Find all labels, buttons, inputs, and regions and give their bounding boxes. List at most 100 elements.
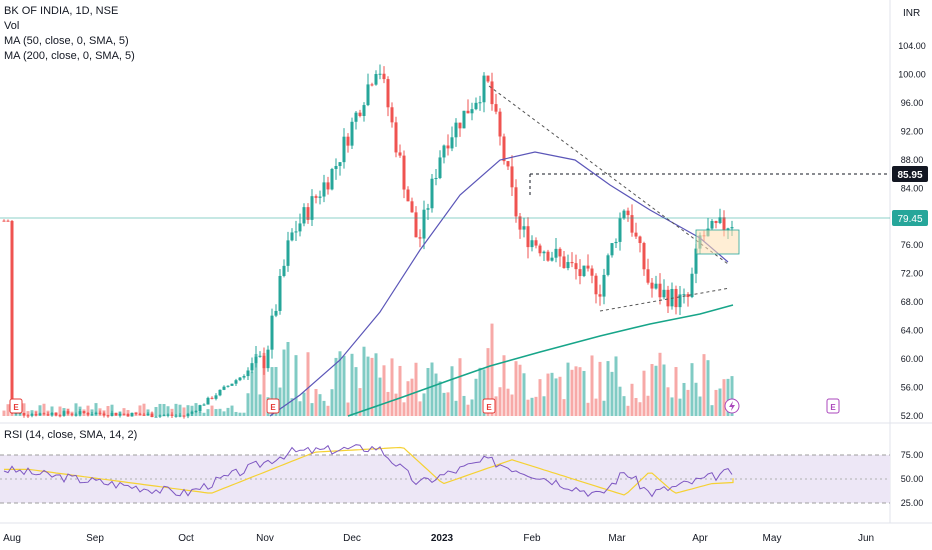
volume-bar (726, 378, 730, 416)
volume-bar (166, 406, 170, 416)
volume-bar (214, 409, 218, 416)
last-price-label: 79.45 (897, 214, 922, 225)
volume-bar (258, 394, 262, 416)
volume-bar (222, 411, 226, 416)
volume-bar (138, 405, 142, 416)
volume-bar (514, 361, 518, 416)
candle-body (78, 411, 82, 415)
volume-bar (646, 395, 650, 416)
volume-bar (154, 406, 158, 416)
volume-bar (290, 398, 294, 416)
volume-bar (26, 411, 30, 416)
consolidation-box[interactable] (695, 229, 740, 255)
resistance-price-label-bg (892, 166, 928, 182)
candle-body (686, 294, 690, 298)
candle-body (102, 413, 106, 416)
candle-body (594, 275, 598, 295)
volume-bar (302, 392, 306, 416)
volume-bar (186, 405, 190, 416)
candle-body (286, 240, 290, 266)
volume-bar (418, 401, 422, 416)
candle-body (182, 415, 186, 417)
volume-bar (370, 357, 374, 416)
volume-bar (218, 408, 222, 416)
volume-bar (242, 412, 246, 416)
candle-body (54, 413, 58, 416)
candle-body (382, 73, 386, 80)
candle-body (494, 104, 498, 112)
volume-bar (598, 361, 602, 416)
candle-body (398, 152, 402, 156)
time-tick-label: Jun (858, 533, 874, 544)
candle-body (670, 288, 674, 307)
volume-bar (614, 356, 618, 416)
candle-body (562, 256, 566, 269)
candle-body (38, 413, 42, 416)
ma200-line (347, 304, 734, 417)
volume-bar (538, 379, 542, 416)
candle-body (314, 196, 318, 198)
candle-body (70, 413, 74, 415)
candle-body (6, 220, 10, 222)
volume-bar (618, 386, 622, 416)
candle-body (590, 268, 594, 276)
volume-bars (2, 323, 734, 416)
candle-body (542, 251, 546, 254)
volume-bar (522, 373, 526, 416)
rsi-tick-label: 25.00 (901, 498, 924, 508)
candle-body (30, 414, 34, 416)
candle-body (126, 414, 130, 417)
earnings-marker (826, 398, 840, 414)
volume-bar (530, 397, 534, 416)
ma200-legend[interactable]: MA (200, close, 0, SMA, 5) (4, 50, 135, 62)
candle-body (186, 413, 190, 417)
volume-legend[interactable]: Vol (4, 20, 20, 32)
currency-label: INR (903, 8, 921, 19)
volume-bar (270, 367, 274, 416)
rsi-legend[interactable]: RSI (14, close, SMA, 14, 2) (4, 429, 138, 441)
volume-bar (158, 403, 162, 416)
volume-bar (142, 403, 146, 416)
candle-body (482, 75, 486, 103)
price-tick-label: 56.00 (901, 383, 924, 393)
candle-body (406, 189, 410, 202)
candle-body (534, 240, 538, 246)
volume-bar (642, 370, 646, 416)
volume-bar (42, 403, 46, 416)
candle-body (302, 207, 306, 224)
candle-body (202, 404, 206, 406)
volume-bar (354, 367, 358, 416)
candle-body (26, 415, 30, 417)
symbol-title[interactable]: BK OF INDIA, 1D, NSE (4, 5, 119, 17)
candle-body (266, 349, 270, 369)
price-tick-label: 52.00 (901, 411, 924, 421)
price-tick-label: 76.00 (901, 240, 924, 250)
volume-bar (402, 402, 406, 416)
candle-body (50, 413, 54, 415)
volume-bar (570, 369, 574, 416)
earnings-marker-label: E (486, 403, 492, 412)
candle-body (250, 363, 254, 371)
ma50-legend[interactable]: MA (50, close, 0, SMA, 5) (4, 35, 129, 47)
volume-bar (94, 403, 98, 416)
volume-bar (286, 342, 290, 416)
volume-bar (182, 407, 186, 416)
candle-body (334, 166, 338, 169)
volume-bar (510, 394, 514, 416)
candle-body (82, 411, 86, 413)
candle-body (158, 415, 162, 417)
volume-bar (686, 389, 690, 416)
candle-body (614, 241, 618, 244)
candle-body (258, 355, 262, 357)
triangle-lower-trendline[interactable] (599, 287, 731, 312)
candle-body (346, 136, 350, 146)
candle-body (586, 265, 590, 269)
candle-body (458, 122, 462, 129)
price-tick-label: 60.00 (901, 354, 924, 364)
candle-body (546, 251, 550, 261)
candle-body (86, 412, 90, 415)
triangle-upper-trendline[interactable] (488, 85, 729, 265)
candle-body (278, 275, 282, 311)
